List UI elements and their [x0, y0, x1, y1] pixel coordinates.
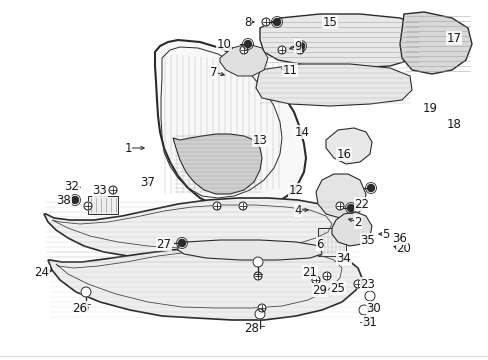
Text: 1: 1: [124, 141, 131, 154]
Text: 11: 11: [282, 63, 297, 77]
Circle shape: [311, 276, 319, 284]
Polygon shape: [178, 240, 321, 260]
Text: 19: 19: [422, 102, 437, 114]
Polygon shape: [220, 44, 267, 76]
Text: 9: 9: [294, 40, 301, 53]
Polygon shape: [256, 64, 411, 106]
Text: 26: 26: [72, 302, 87, 315]
Text: 4: 4: [294, 203, 301, 216]
Text: 31: 31: [362, 315, 377, 328]
Text: 20: 20: [396, 242, 410, 255]
Circle shape: [358, 305, 368, 315]
Text: 34: 34: [336, 252, 351, 265]
Text: 22: 22: [354, 198, 369, 211]
Polygon shape: [173, 134, 262, 194]
Polygon shape: [331, 212, 371, 246]
Text: 12: 12: [288, 184, 303, 197]
Circle shape: [109, 186, 117, 194]
Circle shape: [262, 18, 269, 26]
Polygon shape: [155, 40, 305, 210]
Circle shape: [252, 257, 263, 267]
Circle shape: [254, 309, 264, 319]
Polygon shape: [88, 196, 118, 214]
Circle shape: [239, 202, 246, 210]
Text: 5: 5: [382, 228, 389, 240]
Text: 18: 18: [446, 117, 461, 130]
Polygon shape: [315, 174, 365, 218]
Circle shape: [253, 272, 262, 280]
Text: 15: 15: [322, 15, 337, 28]
Circle shape: [297, 42, 304, 49]
Text: 13: 13: [252, 134, 267, 147]
Circle shape: [71, 197, 79, 203]
Circle shape: [353, 280, 361, 288]
Text: 16: 16: [336, 148, 351, 161]
Text: 3: 3: [398, 243, 405, 256]
Text: 7: 7: [210, 66, 217, 78]
Text: 23: 23: [360, 278, 375, 291]
Polygon shape: [44, 198, 351, 264]
Polygon shape: [399, 12, 471, 74]
Text: 21: 21: [302, 266, 317, 279]
Polygon shape: [260, 14, 419, 68]
Text: 14: 14: [294, 126, 309, 139]
Text: 35: 35: [360, 234, 375, 247]
Circle shape: [335, 202, 343, 210]
Circle shape: [364, 291, 374, 301]
Text: 36: 36: [392, 231, 407, 244]
Circle shape: [84, 202, 92, 210]
Circle shape: [213, 202, 221, 210]
Circle shape: [178, 239, 185, 247]
Circle shape: [81, 287, 91, 297]
Text: 17: 17: [446, 31, 461, 45]
Circle shape: [278, 46, 285, 54]
Text: 33: 33: [92, 184, 107, 197]
Text: 37: 37: [140, 175, 155, 189]
Circle shape: [323, 272, 330, 280]
Text: 2: 2: [353, 216, 361, 229]
Polygon shape: [317, 228, 346, 256]
Circle shape: [273, 18, 280, 26]
Circle shape: [244, 40, 251, 48]
Polygon shape: [325, 128, 371, 164]
Circle shape: [347, 204, 354, 211]
Text: 8: 8: [244, 15, 251, 28]
Text: 10: 10: [216, 37, 231, 50]
Text: 32: 32: [64, 180, 79, 193]
Circle shape: [80, 304, 88, 312]
Circle shape: [367, 184, 374, 192]
Circle shape: [258, 304, 265, 312]
Circle shape: [295, 46, 304, 54]
Text: 28: 28: [244, 321, 259, 334]
Text: 24: 24: [35, 266, 49, 279]
Text: 25: 25: [330, 282, 345, 294]
Text: 30: 30: [366, 302, 381, 315]
Text: 29: 29: [312, 284, 327, 297]
Text: 38: 38: [57, 194, 71, 207]
Polygon shape: [48, 248, 361, 320]
Circle shape: [240, 46, 247, 54]
Text: 6: 6: [316, 238, 323, 251]
Text: 27: 27: [156, 238, 171, 251]
